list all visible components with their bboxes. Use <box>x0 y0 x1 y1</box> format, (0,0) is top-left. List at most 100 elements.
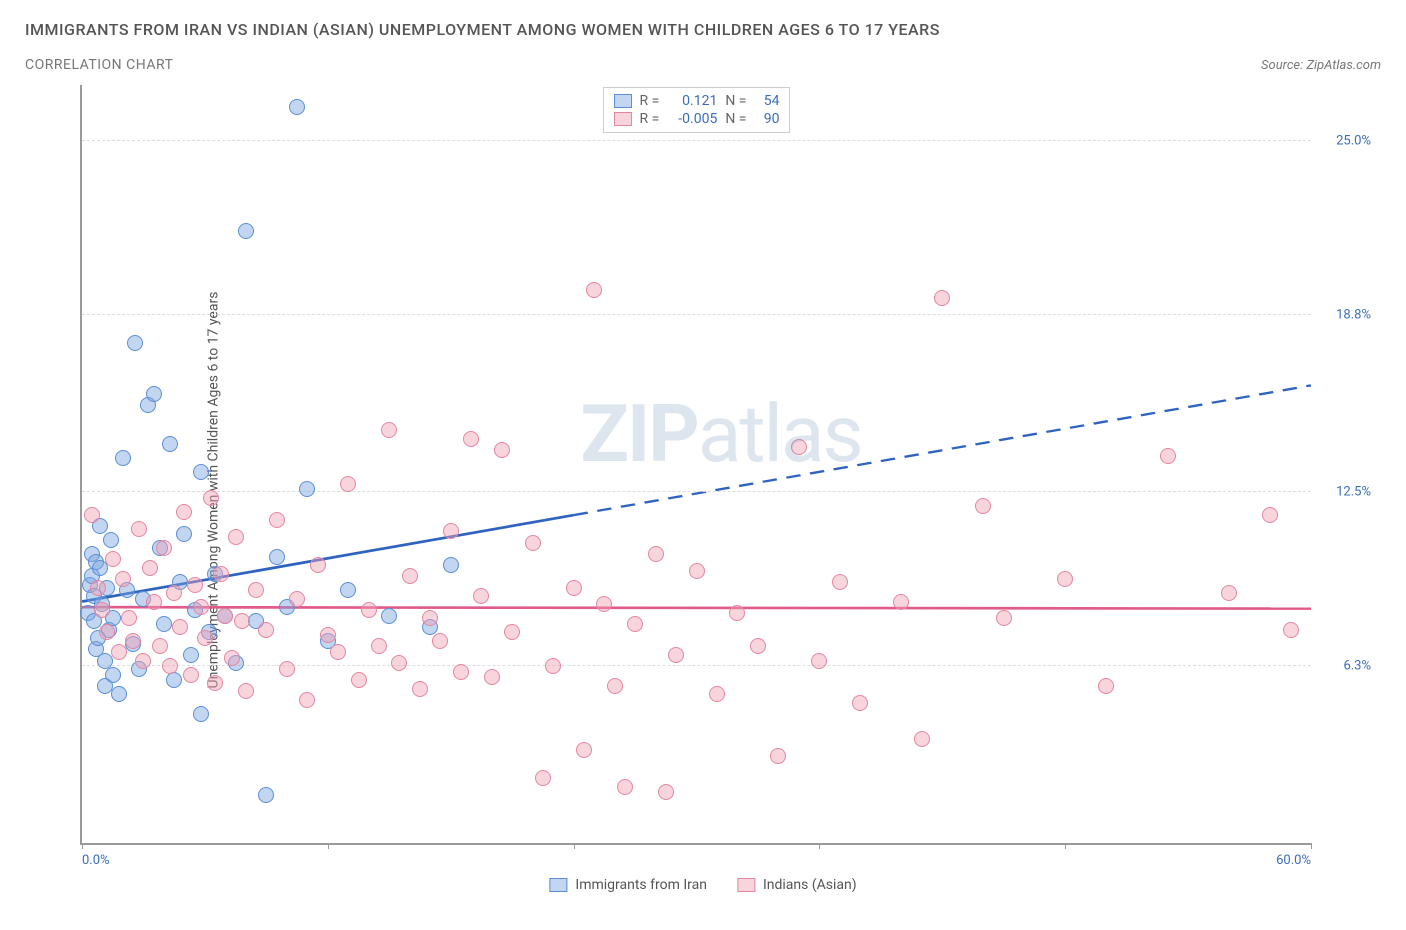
scatter-point <box>105 551 121 567</box>
y-tick-label: 6.3% <box>1343 659 1371 674</box>
scatter-point <box>125 633 141 649</box>
scatter-point <box>535 770 551 786</box>
scatter-point <box>412 681 428 697</box>
scatter-point <box>228 529 244 545</box>
scatter-point <box>1057 571 1073 587</box>
regression-line-solid <box>82 515 574 601</box>
x-tick <box>1311 843 1312 849</box>
scatter-point <box>183 667 199 683</box>
r-label-1: R = <box>640 93 660 109</box>
scatter-point <box>146 386 162 402</box>
scatter-point <box>279 661 295 677</box>
legend-row-series-2: R = -0.005 N = 90 <box>614 110 780 128</box>
scatter-point <box>340 476 356 492</box>
legend-swatch-2 <box>614 112 632 126</box>
scatter-point <box>176 526 192 542</box>
scatter-point <box>310 557 326 573</box>
scatter-point <box>156 616 172 632</box>
scatter-point <box>1098 678 1114 694</box>
scatter-point <box>1160 448 1176 464</box>
scatter-point <box>289 591 305 607</box>
scatter-point <box>893 594 909 610</box>
scatter-point <box>269 512 285 528</box>
scatter-point <box>443 557 459 573</box>
scatter-point <box>371 638 387 654</box>
r-value-1: 0.121 <box>667 93 717 109</box>
scatter-point <box>770 748 786 764</box>
x-tick <box>819 843 820 849</box>
scatter-point <box>135 653 151 669</box>
scatter-point <box>402 568 418 584</box>
regression-line-solid <box>82 607 1311 608</box>
y-tick-label: 25.0% <box>1336 134 1371 149</box>
scatter-point <box>996 610 1012 626</box>
scatter-point <box>166 585 182 601</box>
scatter-point <box>224 650 240 666</box>
scatter-point <box>832 574 848 590</box>
legend-bottom-swatch-1 <box>549 878 567 892</box>
n-label-1: N = <box>725 93 746 109</box>
scatter-point <box>576 742 592 758</box>
scatter-point <box>473 588 489 604</box>
scatter-point <box>99 624 115 640</box>
n-value-1: 54 <box>754 93 779 109</box>
scatter-point <box>103 532 119 548</box>
scatter-point <box>121 610 137 626</box>
scatter-point <box>238 683 254 699</box>
gridline <box>82 491 1311 492</box>
scatter-point <box>443 523 459 539</box>
scatter-point <box>115 571 131 587</box>
scatter-point <box>90 580 106 596</box>
scatter-point <box>162 436 178 452</box>
scatter-point <box>729 605 745 621</box>
scatter-point <box>852 695 868 711</box>
scatter-point <box>94 602 110 618</box>
legend-label-1: Immigrants from Iran <box>575 877 707 893</box>
scatter-point <box>586 282 602 298</box>
legend-bottom-swatch-2 <box>737 878 755 892</box>
scatter-point <box>258 622 274 638</box>
scatter-point <box>105 667 121 683</box>
regression-lines <box>82 85 1311 843</box>
chart-subtitle: CORRELATION CHART <box>25 57 173 73</box>
scatter-point <box>1221 585 1237 601</box>
scatter-point <box>193 599 209 615</box>
scatter-point <box>381 422 397 438</box>
scatter-point <box>111 686 127 702</box>
scatter-point <box>166 672 182 688</box>
scatter-point <box>238 223 254 239</box>
scatter-point <box>162 658 178 674</box>
scatter-point <box>545 658 561 674</box>
x-tick <box>82 843 83 849</box>
watermark: ZIPatlas <box>580 387 861 481</box>
scatter-point <box>381 608 397 624</box>
watermark-light: atlas <box>698 387 862 481</box>
scatter-point <box>193 706 209 722</box>
scatter-point <box>361 602 377 618</box>
scatter-point <box>453 664 469 680</box>
scatter-point <box>213 566 229 582</box>
scatter-point <box>258 787 274 803</box>
scatter-point <box>658 784 674 800</box>
scatter-point <box>115 450 131 466</box>
scatter-point <box>156 540 172 556</box>
gridline <box>82 665 1311 666</box>
scatter-point <box>248 582 264 598</box>
scatter-point <box>432 633 448 649</box>
source-attribution: Source: ZipAtlas.com <box>1261 58 1381 73</box>
legend-item-2: Indians (Asian) <box>737 877 857 893</box>
scatter-point <box>1283 622 1299 638</box>
scatter-point <box>934 290 950 306</box>
scatter-point <box>207 675 223 691</box>
scatter-point <box>463 431 479 447</box>
x-tick-label: 60.0% <box>1276 853 1311 868</box>
scatter-point <box>142 560 158 576</box>
x-tick <box>1065 843 1066 849</box>
chart-title: IMMIGRANTS FROM IRAN VS INDIAN (ASIAN) U… <box>25 20 1381 39</box>
scatter-point <box>811 653 827 669</box>
scatter-point <box>494 442 510 458</box>
chart-container: Unemployment Among Women with Children A… <box>25 85 1381 895</box>
scatter-point <box>668 647 684 663</box>
scatter-point <box>484 669 500 685</box>
scatter-point <box>648 546 664 562</box>
